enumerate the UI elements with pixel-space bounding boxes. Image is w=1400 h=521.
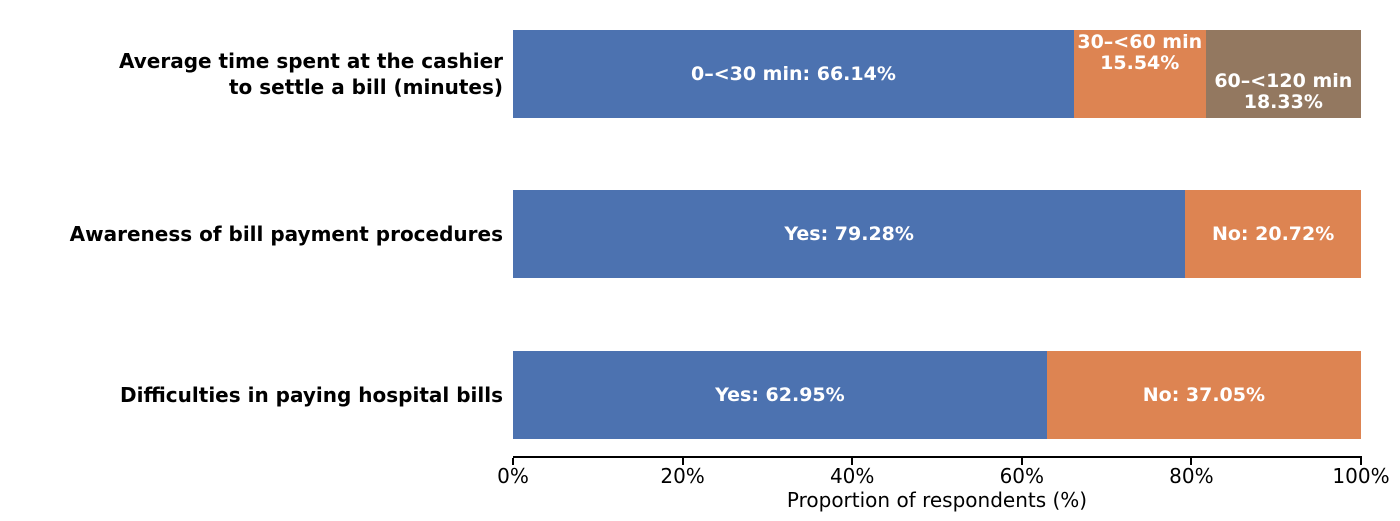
- bar-track: Yes: 62.95% No: 37.05%: [513, 351, 1361, 439]
- bar-segment: 30–<60 min 15.54%: [1073, 30, 1206, 118]
- x-tick-mark: [1360, 458, 1362, 465]
- bar-segment: Yes: 79.28%: [513, 190, 1186, 278]
- x-tick-label: 80%: [1169, 464, 1214, 488]
- x-tick-mark: [681, 458, 684, 465]
- bar-segment-label: No: 37.05%: [1142, 383, 1266, 406]
- x-axis-line: [513, 456, 1362, 458]
- bar-segment-label: 30–<60 min 15.54%: [1077, 31, 1203, 74]
- bar-segment-label: Yes: 79.28%: [784, 222, 914, 245]
- bar-track: Yes: 79.28% No: 20.72%: [513, 190, 1361, 278]
- x-tick-label: 100%: [1332, 464, 1390, 488]
- bar-segment-label: Yes: 62.95%: [715, 383, 845, 406]
- chart-row: Average time spent at the cashier to set…: [0, 30, 1400, 118]
- x-tick-label: 20%: [660, 464, 705, 488]
- x-tick-mark: [512, 458, 514, 465]
- bar-segment-label: 60–<120 min 18.33%: [1214, 70, 1353, 113]
- x-tick-label: 0%: [497, 464, 529, 488]
- x-tick-mark: [1190, 458, 1193, 465]
- category-label: Average time spent at the cashier to set…: [118, 49, 503, 99]
- bar-segment: 0–<30 min: 66.14%: [513, 30, 1074, 118]
- chart-row: Awareness of bill payment procedures Yes:…: [0, 190, 1400, 278]
- chart-row: Difficulties in paying hospital bills Yes…: [0, 351, 1400, 439]
- x-tick-label: 60%: [999, 464, 1045, 488]
- bar-segment: Yes: 62.95%: [513, 351, 1047, 439]
- bar-track: 0–<30 min: 66.14% 30–<60 min 15.54% 60–<12…: [513, 30, 1361, 118]
- bar-segment-label: 0–<30 min: 66.14%: [690, 62, 896, 85]
- x-tick-mark: [851, 458, 854, 465]
- x-tick-label: 40%: [829, 464, 875, 488]
- bar-segment: 60–<120 min 18.33%: [1205, 30, 1361, 118]
- category-label: Awareness of bill payment procedures: [69, 222, 503, 246]
- bar-segment: No: 20.72%: [1185, 190, 1361, 278]
- x-tick-mark: [1020, 458, 1023, 465]
- x-axis-title: Proportion of respondents (%): [786, 488, 1088, 512]
- category-label: Difficulties in paying hospital bills: [120, 383, 503, 407]
- bar-segment-label: No: 20.72%: [1211, 222, 1335, 245]
- bar-segment: No: 37.05%: [1046, 351, 1361, 439]
